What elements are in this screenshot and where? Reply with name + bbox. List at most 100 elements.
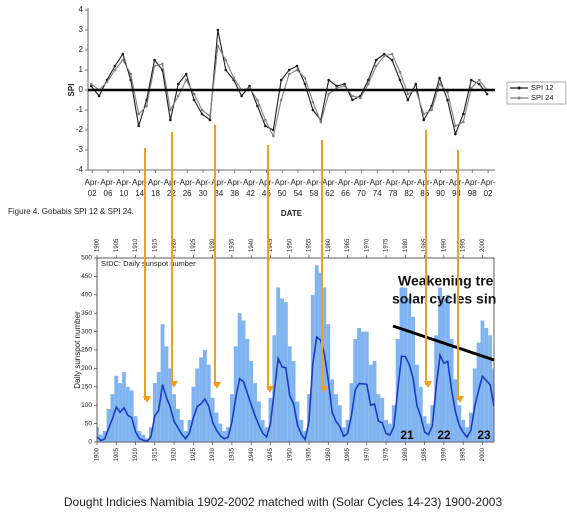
annotation: solar cycles sin (392, 291, 496, 307)
y-tick-label: 400 (81, 292, 92, 299)
x-tick-label-top: 1995 (461, 238, 467, 252)
series-marker (438, 76, 441, 80)
bar (214, 412, 219, 442)
x-tick-label: 1990 (441, 447, 447, 461)
x-tick-label: Apr-90 (433, 178, 448, 198)
cycle-label: 23 (477, 428, 491, 442)
series-marker (169, 108, 172, 112)
x-tick-label: 1930 (210, 447, 216, 461)
x-tick-label: Apr-58 (306, 178, 321, 198)
series-marker (216, 44, 220, 48)
x-tick-label: Apr-46 (259, 178, 274, 198)
bar (299, 419, 304, 442)
y-tick-label: 4 (79, 5, 84, 14)
bar (445, 294, 450, 442)
series-marker (161, 62, 164, 66)
x-tick-label-top: 1970 (364, 238, 370, 252)
series-marker (137, 124, 140, 128)
overlay (143, 125, 495, 403)
bar (480, 320, 485, 442)
arrows (143, 125, 464, 403)
bar (441, 298, 446, 442)
x-tick-label-top: 1925 (191, 238, 197, 252)
y-tick-label: 1 (79, 65, 84, 74)
series-marker (169, 118, 172, 122)
series-marker (367, 82, 370, 86)
y-tick-label: -1 (76, 105, 84, 114)
series-marker (477, 82, 481, 86)
x-tick-label-top: 1905 (114, 238, 120, 252)
x-tick-label-top: 1930 (210, 238, 216, 252)
bar (253, 383, 257, 442)
x-tick-label-top: 1990 (441, 238, 447, 252)
bar (484, 327, 489, 442)
series-marker (184, 72, 188, 76)
series-marker (382, 52, 386, 56)
series-marker (121, 58, 125, 62)
bar (322, 287, 327, 442)
y-tick-label: -3 (76, 145, 84, 154)
series-marker (351, 94, 354, 98)
y-tick-label: 3 (79, 25, 84, 34)
series-marker (398, 70, 402, 74)
bar (164, 346, 169, 442)
x-tick-label: Apr-98 (465, 178, 480, 198)
bar (403, 287, 408, 442)
series-marker (153, 58, 156, 62)
x-axis-title: DATE (281, 209, 303, 218)
y-tick-label: 300 (81, 328, 92, 335)
legend-label: SPI 24 (531, 93, 554, 102)
bar (183, 430, 188, 442)
series-marker (462, 112, 465, 116)
x-tick-label: Apr-02 (85, 178, 100, 198)
series-marker (335, 86, 338, 90)
bar (141, 434, 146, 442)
x-tick-label-top: 1940 (249, 238, 255, 252)
x-tick-label: Apr-82 (401, 178, 416, 198)
x-tick-label: 1975 (384, 447, 390, 461)
x-tick-label: 2000 (480, 447, 486, 461)
series-marker (208, 118, 212, 122)
series-marker (398, 78, 402, 82)
series-marker (327, 78, 331, 82)
series-marker (311, 108, 315, 112)
trend-line (392, 324, 495, 362)
y-tick-label: 450 (81, 273, 92, 280)
series-marker (359, 96, 362, 100)
bar (202, 350, 207, 442)
x-tick-label: 1985 (422, 447, 428, 461)
y-tick-label: 2 (79, 45, 84, 54)
series-marker (176, 94, 180, 98)
cycle-label: 21 (400, 428, 414, 442)
series-marker (462, 120, 465, 124)
bar (399, 287, 404, 442)
y-axis-title: SPI (67, 84, 76, 97)
bar (280, 298, 284, 442)
series-marker (248, 86, 251, 90)
bar (438, 287, 442, 442)
bar (152, 383, 157, 442)
bar (291, 361, 296, 442)
series-marker (422, 112, 426, 116)
series-marker (113, 64, 117, 68)
series-marker (343, 82, 346, 86)
y-tick-label: 200 (81, 365, 92, 372)
series-marker (406, 98, 410, 102)
series-marker (192, 92, 196, 96)
x-tick-label: Apr-78 (385, 178, 400, 198)
x-tick-label: Apr-06 (100, 178, 115, 198)
bar (206, 364, 211, 442)
series-marker (319, 120, 323, 124)
x-tick-label: 1915 (152, 447, 158, 461)
series-marker (343, 84, 346, 88)
series-marker (303, 82, 307, 86)
bar (102, 430, 107, 442)
bar (337, 405, 342, 442)
plot-border (96, 257, 495, 443)
x-tick-label: Apr-62 (322, 178, 337, 198)
series-line (90, 29, 488, 136)
figure-caption: Dought Indicies Namibia 1902-2002 matche… (64, 495, 503, 509)
x-tick-label: 1980 (403, 447, 409, 461)
series-marker (105, 80, 109, 84)
x-tick-label: Apr-02 (481, 178, 496, 198)
